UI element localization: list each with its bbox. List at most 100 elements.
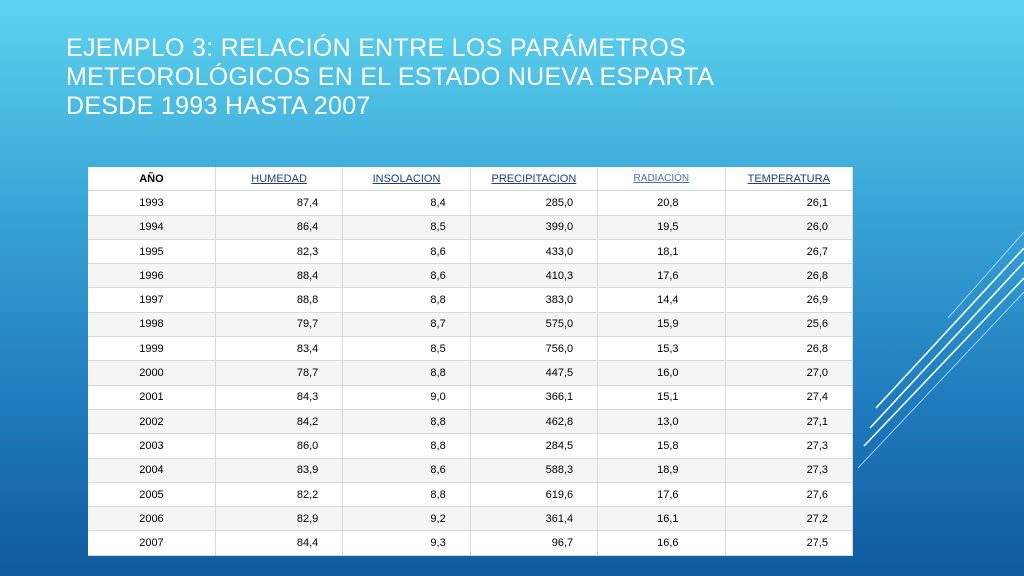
cell-radiacion: 16,1 (597, 506, 726, 532)
cell-insolacion: 8,7 (342, 312, 471, 338)
cell-year: 2003 (88, 433, 216, 459)
cell-year: 2006 (88, 506, 216, 532)
cell-radiacion: 15,3 (597, 336, 726, 362)
cell-insolacion: 8,8 (342, 433, 471, 459)
cell-radiacion: 16,0 (597, 360, 726, 386)
cell-temperatura: 26,7 (725, 239, 854, 265)
cell-humedad: 88,4 (215, 263, 344, 289)
cell-precipitacion: 285,0 (470, 190, 599, 216)
cell-precipitacion: 361,4 (470, 506, 599, 532)
cell-insolacion: 8,8 (342, 482, 471, 508)
table-row: 2000 78,7 8,8 447,5 16,0 27,0 (88, 360, 854, 386)
cell-year: 1995 (88, 239, 216, 265)
cell-humedad: 84,4 (215, 530, 344, 556)
cell-precipitacion: 433,0 (470, 239, 599, 265)
cell-temperatura: 27,1 (725, 409, 854, 435)
cell-precipitacion: 447,5 (470, 360, 599, 386)
cell-temperatura: 27,3 (725, 433, 854, 459)
table-row: 1995 82,3 8,6 433,0 18,1 26,7 (88, 239, 854, 265)
cell-insolacion: 8,8 (342, 409, 471, 435)
cell-humedad: 87,4 (215, 190, 344, 216)
table-row: 2004 83,9 8,6 588,3 18,9 27,3 (88, 458, 854, 483)
table-row: 2007 84,4 9,3 96,7 16,6 27,5 (88, 530, 854, 556)
cell-humedad: 82,2 (215, 482, 344, 508)
table-header-row: AÑO HUMEDAD INSOLACION PRECIPITACION RAD… (88, 167, 854, 192)
cell-temperatura: 26,9 (725, 287, 854, 313)
cell-precipitacion: 399,0 (470, 215, 599, 240)
cell-humedad: 83,4 (215, 336, 344, 362)
cell-insolacion: 8,5 (342, 215, 471, 240)
header-insolacion-link[interactable]: INSOLACION (342, 167, 471, 192)
cell-humedad: 84,3 (215, 385, 344, 410)
cell-precipitacion: 619,6 (470, 482, 599, 508)
cell-precipitacion: 588,3 (470, 458, 599, 483)
cell-humedad: 84,2 (215, 409, 344, 435)
cell-year: 2001 (88, 385, 216, 410)
cell-year: 1998 (88, 312, 216, 338)
cell-precipitacion: 756,0 (470, 336, 599, 362)
table-row: 1998 79,7 8,7 575,0 15,9 25,6 (88, 312, 854, 338)
table-row: 1994 86,4 8,5 399,0 19,5 26,0 (88, 215, 854, 240)
header-temperatura-link[interactable]: TEMPERATURA (725, 167, 854, 192)
cell-precipitacion: 575,0 (470, 312, 599, 338)
slide-title-line-3: DESDE 1993 HASTA 2007 (66, 92, 371, 120)
cell-precipitacion: 366,1 (470, 385, 599, 410)
cell-radiacion: 18,9 (597, 458, 726, 483)
table-row: 1997 88,8 8,8 383,0 14,4 26,9 (88, 287, 854, 313)
cell-temperatura: 26,8 (725, 263, 854, 289)
cell-precipitacion: 284,5 (470, 433, 599, 459)
cell-temperatura: 27,3 (725, 458, 854, 483)
cell-radiacion: 13,0 (597, 409, 726, 435)
cell-year: 1997 (88, 287, 216, 313)
cell-insolacion: 9,3 (342, 530, 471, 556)
cell-radiacion: 18,1 (597, 239, 726, 265)
cell-temperatura: 26,8 (725, 336, 854, 362)
cell-humedad: 79,7 (215, 312, 344, 338)
cell-insolacion: 8,4 (342, 190, 471, 216)
cell-precipitacion: 96,7 (470, 530, 599, 556)
cell-radiacion: 16,6 (597, 530, 726, 556)
cell-year: 1999 (88, 336, 216, 362)
cell-insolacion: 8,5 (342, 336, 471, 362)
header-humedad-link[interactable]: HUMEDAD (215, 167, 344, 192)
slide-title: EJEMPLO 3: RELACIÓN ENTRE LOS PARÁMETROS… (66, 34, 766, 121)
header-precipitacion-link[interactable]: PRECIPITACION (470, 167, 599, 192)
cell-humedad: 88,8 (215, 287, 344, 313)
cell-temperatura: 27,5 (725, 530, 854, 556)
cell-year: 2000 (88, 360, 216, 386)
cell-radiacion: 15,8 (597, 433, 726, 459)
cell-insolacion: 9,0 (342, 385, 471, 410)
table-row: 2001 84,3 9,0 366,1 15,1 27,4 (88, 385, 854, 410)
table-row: 1999 83,4 8,5 756,0 15,3 26,8 (88, 336, 854, 362)
cell-temperatura: 27,4 (725, 385, 854, 410)
cell-year: 2004 (88, 458, 216, 483)
cell-year: 1996 (88, 263, 216, 289)
slide-title-line-1: EJEMPLO 3: RELACIÓN ENTRE LOS PARÁMETROS (66, 34, 687, 62)
cell-insolacion: 8,6 (342, 458, 471, 483)
cell-year: 2007 (88, 530, 216, 556)
table-row: 2003 86,0 8,8 284,5 15,8 27,3 (88, 433, 854, 459)
cell-year: 1993 (88, 190, 216, 216)
cell-humedad: 82,3 (215, 239, 344, 265)
cell-temperatura: 26,0 (725, 215, 854, 240)
cell-radiacion: 15,9 (597, 312, 726, 338)
header-year: AÑO (88, 167, 216, 192)
cell-insolacion: 8,6 (342, 239, 471, 265)
weather-table: AÑO HUMEDAD INSOLACION PRECIPITACION RAD… (88, 167, 854, 556)
cell-humedad: 86,4 (215, 215, 344, 240)
cell-precipitacion: 462,8 (470, 409, 599, 435)
cell-humedad: 82,9 (215, 506, 344, 532)
cell-radiacion: 20,8 (597, 190, 726, 216)
cell-temperatura: 27,6 (725, 482, 854, 508)
table-row: 2002 84,2 8,8 462,8 13,0 27,1 (88, 409, 854, 435)
cell-humedad: 83,9 (215, 458, 344, 483)
table-row: 2005 82,2 8,8 619,6 17,6 27,6 (88, 482, 854, 508)
cell-insolacion: 8,8 (342, 360, 471, 386)
cell-temperatura: 27,2 (725, 506, 854, 532)
cell-insolacion: 9,2 (342, 506, 471, 532)
table-row: 1996 88,4 8,6 410,3 17,6 26,8 (88, 263, 854, 289)
cell-insolacion: 8,8 (342, 287, 471, 313)
cell-humedad: 78,7 (215, 360, 344, 386)
cell-precipitacion: 410,3 (470, 263, 599, 289)
header-radiacion-link[interactable]: RADIACIÓN (597, 167, 726, 192)
